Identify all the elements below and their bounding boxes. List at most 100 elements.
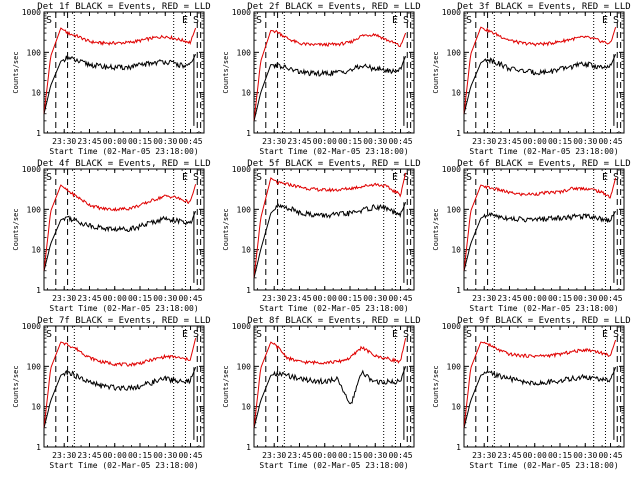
panel-title: Det 8f BLACK = Events, RED = LLD <box>247 316 420 326</box>
y-axis-label: Counts/sec <box>12 51 20 93</box>
x-tick-label: 00:30 <box>363 294 387 303</box>
x-tick-label: 00:15 <box>548 137 572 146</box>
y-axis-label: Counts/sec <box>432 365 440 407</box>
x-axis-label: Start Time (02-Mar-05 23:18:00) <box>49 304 198 313</box>
x-tick-label: 00:15 <box>128 294 152 303</box>
segment-mark-end: E <box>392 172 398 183</box>
panel-det-5f: Det 5f BLACK = Events, RED = LLD 1 10 100 10… <box>222 159 421 313</box>
segment-mark-end: E <box>182 15 188 26</box>
x-tick-label: 00:00 <box>313 451 337 460</box>
lld-series-line <box>253 29 407 121</box>
x-tick-label: 23:30 <box>472 294 496 303</box>
segment-mark-start: S <box>256 329 262 340</box>
y-axis-label: Counts/sec <box>222 208 230 250</box>
events-series-line <box>253 202 407 279</box>
x-tick-label: 00:30 <box>153 294 177 303</box>
x-tick-label: 23:45 <box>77 137 101 146</box>
x-tick-label: 00:15 <box>338 137 362 146</box>
events-series-line <box>43 53 197 114</box>
x-tick-label: 00:45 <box>598 137 622 146</box>
panel-det-1f: Det 1f BLACK = Events, RED = LLD 1 10 100 10… <box>12 2 211 156</box>
segment-mark-start-2: S <box>403 172 409 183</box>
segment-mark-start-2: S <box>613 329 619 340</box>
y-tick-label: 1 <box>246 443 251 452</box>
events-series-line <box>463 210 617 271</box>
x-tick-label: 00:45 <box>178 294 202 303</box>
y-tick-label: 1 <box>246 129 251 138</box>
y-tick-label: 10 <box>241 403 251 412</box>
y-tick-label: 1 <box>456 286 461 295</box>
y-tick-label: 100 <box>447 362 462 371</box>
y-tick-label: 10 <box>31 403 41 412</box>
events-series-line <box>253 366 407 428</box>
x-tick-label: 23:45 <box>77 451 101 460</box>
panel-det-7f: Det 7f BLACK = Events, RED = LLD 1 10 100 10… <box>12 316 211 470</box>
y-axis-label: Counts/sec <box>432 208 440 250</box>
x-tick-label: 00:45 <box>388 137 412 146</box>
x-tick-label: 00:45 <box>178 451 202 460</box>
y-tick-label: 100 <box>447 205 462 214</box>
segment-mark-end: E <box>392 15 398 26</box>
y-tick-label: 1 <box>36 129 41 138</box>
lld-series-line <box>43 27 197 114</box>
x-tick-label: 23:45 <box>497 294 521 303</box>
y-tick-label: 100 <box>27 48 42 57</box>
x-tick-label: 23:45 <box>287 451 311 460</box>
x-axis-label: Start Time (02-Mar-05 23:18:00) <box>259 461 408 470</box>
x-tick-label: 00:00 <box>103 294 127 303</box>
x-axis-label: Start Time (02-Mar-05 23:18:00) <box>49 147 198 156</box>
x-tick-label: 00:00 <box>313 294 337 303</box>
y-axis-label: Counts/sec <box>12 208 20 250</box>
x-tick-label: 00:30 <box>573 137 597 146</box>
panel-title: Det 4f BLACK = Events, RED = LLD <box>37 159 210 169</box>
y-tick-label: 10 <box>451 246 461 255</box>
x-axis-label: Start Time (02-Mar-05 23:18:00) <box>469 147 618 156</box>
lld-series-line <box>253 337 407 428</box>
y-tick-label: 1 <box>456 129 461 138</box>
x-axis-label: Start Time (02-Mar-05 23:18:00) <box>259 147 408 156</box>
events-series-line <box>43 211 197 271</box>
x-axis-label: Start Time (02-Mar-05 23:18:00) <box>469 461 618 470</box>
x-tick-label: 23:30 <box>52 137 76 146</box>
y-tick-label: 100 <box>237 205 252 214</box>
x-tick-label: 23:30 <box>262 451 286 460</box>
panel-title: Det 6f BLACK = Events, RED = LLD <box>457 159 630 169</box>
y-axis-label: Counts/sec <box>222 365 230 407</box>
x-tick-label: 00:00 <box>523 294 547 303</box>
y-tick-label: 1 <box>246 286 251 295</box>
x-tick-label: 00:00 <box>523 137 547 146</box>
events-series-line <box>463 367 617 428</box>
x-tick-label: 23:45 <box>287 137 311 146</box>
x-tick-label: 00:15 <box>548 451 572 460</box>
y-axis-label: Counts/sec <box>222 51 230 93</box>
x-tick-label: 00:15 <box>338 294 362 303</box>
y-axis-label: Counts/sec <box>12 365 20 407</box>
plot-frame <box>253 11 415 134</box>
y-tick-label: 1000 <box>442 165 461 174</box>
x-tick-label: 23:45 <box>497 137 521 146</box>
segment-mark-start: S <box>466 15 472 26</box>
segment-mark-end: E <box>392 329 398 340</box>
x-tick-label: 00:15 <box>338 451 362 460</box>
panel-det-3f: Det 3f BLACK = Events, RED = LLD 1 10 100 10… <box>432 2 631 156</box>
y-tick-label: 1 <box>36 443 41 452</box>
segment-mark-start-2: S <box>193 172 199 183</box>
x-tick-label: 23:30 <box>262 294 286 303</box>
x-axis-label: Start Time (02-Mar-05 23:18:00) <box>49 461 198 470</box>
x-tick-label: 00:30 <box>363 137 387 146</box>
panel-title: Det 3f BLACK = Events, RED = LLD <box>457 2 630 12</box>
lld-series-line <box>253 172 407 278</box>
segment-mark-end: E <box>182 329 188 340</box>
events-series-line <box>43 367 197 428</box>
segment-mark-end: E <box>602 329 608 340</box>
events-series-line <box>463 54 617 114</box>
x-axis-label: Start Time (02-Mar-05 23:18:00) <box>469 304 618 313</box>
plot-frame <box>463 11 625 134</box>
panel-det-2f: Det 2f BLACK = Events, RED = LLD 1 10 100 10… <box>222 2 421 156</box>
segment-mark-start-2: S <box>193 329 199 340</box>
x-tick-label: 00:30 <box>153 451 177 460</box>
segment-mark-start-2: S <box>193 15 199 26</box>
x-tick-label: 00:45 <box>388 451 412 460</box>
segment-mark-start: S <box>46 329 52 340</box>
